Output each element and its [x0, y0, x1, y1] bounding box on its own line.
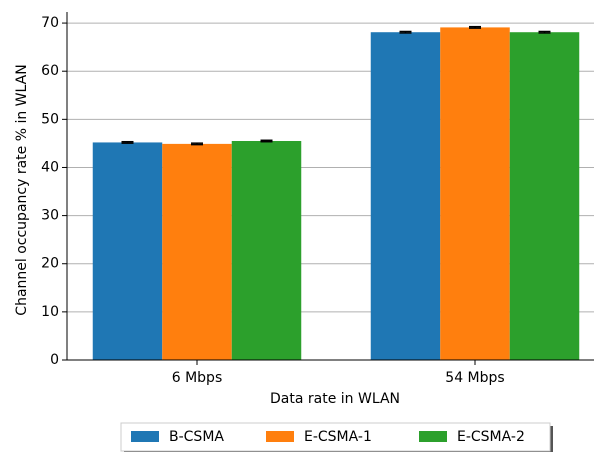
- legend-label: E-CSMA-2: [457, 429, 525, 445]
- y-tick-label: 10: [41, 304, 59, 320]
- bar: [92, 142, 163, 360]
- y-tick-label: 50: [41, 111, 59, 127]
- legend-swatch: [419, 431, 447, 442]
- bar: [231, 140, 302, 360]
- x-axis-label: Data rate in WLAN: [270, 391, 400, 407]
- y-tick-label: 20: [41, 256, 59, 272]
- legend-label: E-CSMA-1: [304, 429, 372, 445]
- bar: [162, 143, 232, 360]
- bar: [370, 32, 441, 361]
- legend-swatch: [266, 431, 294, 442]
- legend-swatch: [131, 431, 159, 442]
- x-tick-label: 6 Mbps: [172, 370, 223, 386]
- bar: [440, 27, 510, 360]
- y-tick-label: 70: [41, 15, 59, 31]
- legend-box: [120, 422, 551, 452]
- y-tick-label: 30: [41, 208, 59, 224]
- x-tick-label: 54 Mbps: [445, 370, 504, 386]
- legend-label: B-CSMA: [169, 429, 224, 445]
- y-tick-label: 0: [50, 352, 59, 368]
- y-tick-label: 40: [41, 159, 59, 175]
- y-axis-label: Channel occupancy rate % in WLAN: [14, 64, 30, 315]
- bar: [509, 32, 580, 361]
- y-tick-label: 60: [41, 63, 59, 79]
